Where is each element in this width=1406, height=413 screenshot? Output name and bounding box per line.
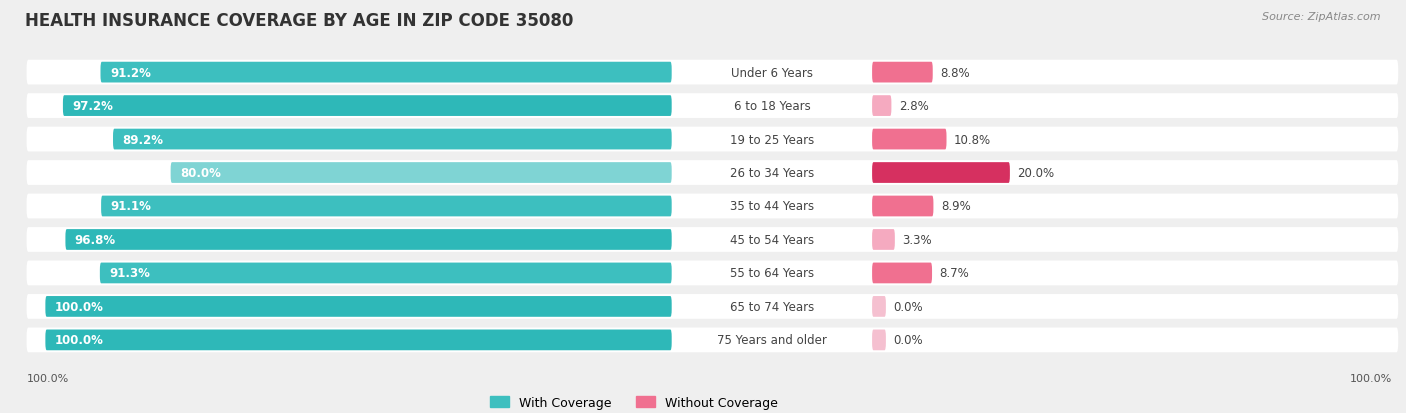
FancyBboxPatch shape [101, 196, 672, 217]
Text: 26 to 34 Years: 26 to 34 Years [730, 166, 814, 180]
FancyBboxPatch shape [27, 261, 1398, 286]
FancyBboxPatch shape [872, 129, 946, 150]
FancyBboxPatch shape [27, 161, 1398, 185]
Text: 6 to 18 Years: 6 to 18 Years [734, 100, 810, 113]
Text: Source: ZipAtlas.com: Source: ZipAtlas.com [1263, 12, 1381, 22]
FancyBboxPatch shape [872, 263, 932, 284]
Text: 35 to 44 Years: 35 to 44 Years [730, 200, 814, 213]
FancyBboxPatch shape [100, 63, 672, 83]
FancyBboxPatch shape [872, 296, 886, 317]
Text: 8.8%: 8.8% [941, 66, 970, 79]
Text: 20.0%: 20.0% [1018, 166, 1054, 180]
Text: Under 6 Years: Under 6 Years [731, 66, 813, 79]
FancyBboxPatch shape [872, 330, 886, 350]
FancyBboxPatch shape [63, 96, 672, 117]
FancyBboxPatch shape [872, 96, 891, 117]
Text: 19 to 25 Years: 19 to 25 Years [730, 133, 814, 146]
Text: 55 to 64 Years: 55 to 64 Years [730, 267, 814, 280]
Text: 100.0%: 100.0% [55, 300, 104, 313]
FancyBboxPatch shape [872, 163, 1010, 183]
Text: 91.3%: 91.3% [110, 267, 150, 280]
FancyBboxPatch shape [112, 129, 672, 150]
FancyBboxPatch shape [45, 330, 672, 350]
Text: 96.8%: 96.8% [75, 233, 115, 247]
Text: 100.0%: 100.0% [55, 334, 104, 347]
FancyBboxPatch shape [100, 263, 672, 284]
Text: HEALTH INSURANCE COVERAGE BY AGE IN ZIP CODE 35080: HEALTH INSURANCE COVERAGE BY AGE IN ZIP … [25, 12, 574, 30]
FancyBboxPatch shape [27, 127, 1398, 152]
FancyBboxPatch shape [66, 230, 672, 250]
Text: 97.2%: 97.2% [72, 100, 112, 113]
Text: 8.9%: 8.9% [941, 200, 970, 213]
Text: 80.0%: 80.0% [180, 166, 221, 180]
Text: 2.8%: 2.8% [898, 100, 928, 113]
FancyBboxPatch shape [27, 61, 1398, 85]
FancyBboxPatch shape [872, 196, 934, 217]
FancyBboxPatch shape [170, 163, 672, 183]
Text: 10.8%: 10.8% [955, 133, 991, 146]
Text: 100.0%: 100.0% [27, 373, 69, 383]
Text: 91.2%: 91.2% [110, 66, 150, 79]
FancyBboxPatch shape [27, 328, 1398, 352]
Text: 3.3%: 3.3% [903, 233, 932, 247]
Text: 0.0%: 0.0% [893, 300, 922, 313]
FancyBboxPatch shape [27, 94, 1398, 119]
FancyBboxPatch shape [27, 194, 1398, 219]
Text: 100.0%: 100.0% [1350, 373, 1392, 383]
Text: 89.2%: 89.2% [122, 133, 163, 146]
FancyBboxPatch shape [45, 296, 672, 317]
FancyBboxPatch shape [872, 63, 932, 83]
Text: 8.7%: 8.7% [939, 267, 969, 280]
Text: 91.1%: 91.1% [111, 200, 152, 213]
FancyBboxPatch shape [27, 294, 1398, 319]
Text: 45 to 54 Years: 45 to 54 Years [730, 233, 814, 247]
FancyBboxPatch shape [872, 230, 894, 250]
Text: 65 to 74 Years: 65 to 74 Years [730, 300, 814, 313]
Legend: With Coverage, Without Coverage: With Coverage, Without Coverage [485, 391, 783, 413]
FancyBboxPatch shape [27, 228, 1398, 252]
Text: 75 Years and older: 75 Years and older [717, 334, 827, 347]
Text: 0.0%: 0.0% [893, 334, 922, 347]
